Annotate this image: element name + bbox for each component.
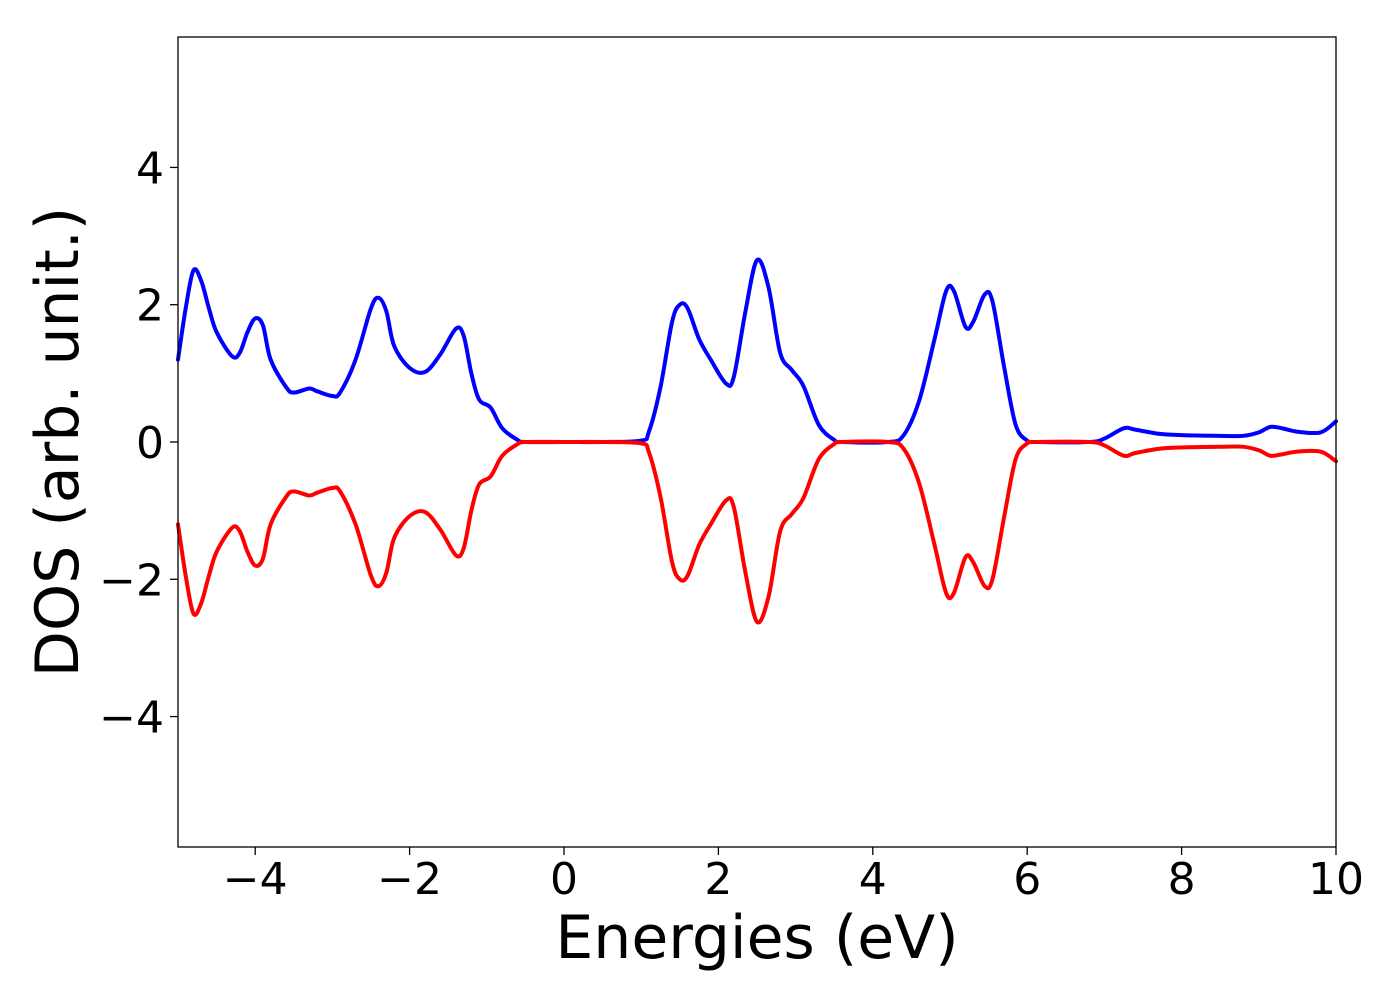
x-tick-label: −4 xyxy=(223,854,288,905)
y-tick-label: 0 xyxy=(136,418,164,469)
y-axis-label: DOS (arb. unit.) xyxy=(23,207,93,677)
y-tick-label: −4 xyxy=(99,693,164,744)
dos-series-line-2 xyxy=(176,439,1338,625)
x-tick-label: 10 xyxy=(1308,854,1364,905)
x-tick-label: 8 xyxy=(1168,854,1196,905)
x-axis-label: Energies (eV) xyxy=(555,903,958,973)
x-tick-label: 0 xyxy=(550,854,578,905)
y-tick-label: 2 xyxy=(136,281,164,332)
y-tick-label: 4 xyxy=(136,143,164,194)
x-tick-label: 6 xyxy=(1013,854,1041,905)
x-tick-label: 2 xyxy=(704,854,732,905)
series-layer xyxy=(176,257,1338,625)
x-tick-label: 4 xyxy=(859,854,887,905)
y-tick-label: −2 xyxy=(99,555,164,606)
x-tick-label: −2 xyxy=(377,854,442,905)
tick-layer: −4 −2 0 2 4 6 8 10 −4 −2 0 2 4 xyxy=(99,143,1364,905)
